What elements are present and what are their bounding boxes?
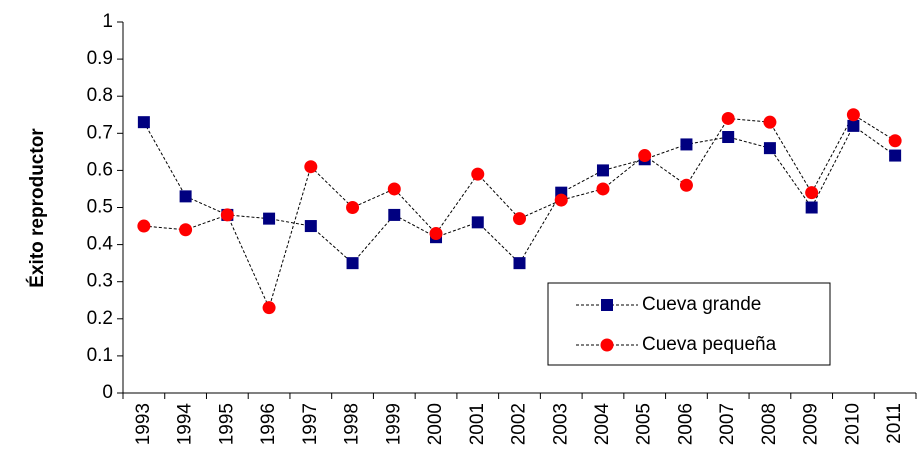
y-tick-label: 0.4 [87, 234, 114, 255]
legend-marker [601, 299, 613, 311]
point [763, 142, 776, 155]
point [346, 201, 360, 214]
point [513, 257, 526, 270]
point [596, 182, 610, 196]
x-tick-label: 1999 [383, 403, 404, 445]
y-tick-label: 0.3 [87, 271, 113, 292]
x-tick-label: 2010 [842, 403, 863, 445]
point [137, 219, 151, 233]
y-tick-label: 0.7 [87, 122, 113, 143]
x-tick-label: 1997 [300, 403, 321, 445]
point [220, 208, 234, 222]
x-tick-label: 2009 [801, 403, 822, 445]
point [137, 116, 150, 129]
x-tick-label: 1995 [216, 403, 237, 445]
point [179, 190, 192, 203]
point [179, 223, 193, 237]
point [805, 201, 818, 214]
x-tick-label: 2011 [884, 403, 905, 444]
point [722, 131, 735, 144]
point [763, 115, 777, 129]
point [304, 160, 318, 174]
point [513, 212, 526, 226]
point [346, 257, 359, 270]
point [847, 119, 860, 132]
point [889, 149, 902, 162]
point [805, 186, 819, 200]
point [262, 301, 276, 315]
legend-label: Cueva grande [642, 294, 761, 315]
point [263, 212, 276, 225]
x-tick-label: 1993 [133, 403, 154, 445]
x-tick-label: 2004 [592, 403, 613, 446]
x-tick-label: 1994 [175, 403, 196, 446]
point [429, 226, 443, 240]
point [387, 182, 401, 196]
y-tick-label: 0 [102, 382, 113, 403]
point [888, 134, 902, 148]
y-axis-label: Éxito reproductor [26, 128, 48, 288]
point [638, 149, 652, 163]
x-tick-label: 2005 [634, 403, 655, 445]
point [554, 193, 568, 207]
point [388, 208, 401, 221]
y-tick-label: 0.2 [87, 308, 113, 329]
point [596, 164, 609, 177]
x-tick-label: 2001 [467, 403, 488, 445]
x-tick-label: 2003 [550, 403, 571, 445]
y-tick-label: 0.9 [87, 48, 113, 69]
point [721, 111, 735, 125]
y-tick-label: 0.6 [87, 159, 113, 180]
x-tick-label: 1998 [342, 403, 363, 445]
x-tick-label: 2007 [717, 403, 738, 445]
legend-marker [600, 338, 614, 352]
y-tick-label: 0.1 [87, 345, 113, 366]
y-tick-label: 0.8 [87, 85, 113, 106]
point [471, 216, 484, 229]
x-tick-label: 1996 [258, 403, 279, 445]
point [680, 138, 693, 151]
x-tick-label: 2006 [675, 403, 696, 445]
point [679, 178, 693, 192]
legend-box [547, 282, 831, 366]
point [846, 108, 860, 122]
y-tick-label: 0.5 [87, 197, 113, 218]
y-tick-label: 1 [102, 11, 113, 32]
x-tick-label: 2002 [509, 403, 530, 445]
point [471, 167, 485, 181]
x-tick-label: 2008 [759, 403, 780, 445]
x-tick-label: 2000 [425, 403, 446, 445]
point [304, 220, 317, 233]
series-line [143, 114, 896, 310]
legend-label: Cueva pequeña [642, 334, 777, 355]
